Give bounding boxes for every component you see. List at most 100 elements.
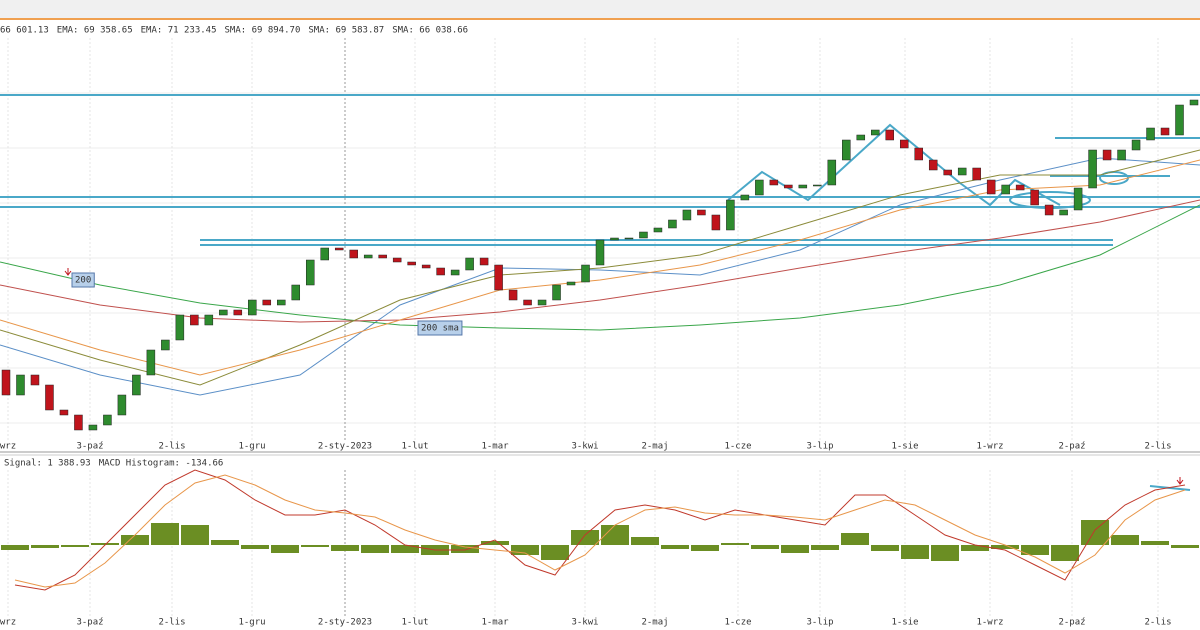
candle xyxy=(88,424,98,431)
histogram-bar xyxy=(901,545,929,559)
candle xyxy=(291,284,301,301)
candle xyxy=(1131,139,1141,151)
x-tick-label: 1-lut xyxy=(401,618,428,628)
x-tick-label: 1-mar xyxy=(481,618,509,628)
candle xyxy=(1102,149,1112,161)
candle xyxy=(132,374,141,396)
candle xyxy=(508,289,518,301)
candle xyxy=(871,129,880,136)
candle xyxy=(262,299,272,306)
histogram-bar xyxy=(1021,545,1049,555)
x-tick-label: wrz xyxy=(0,442,16,452)
x-tick-label: 1-wrz xyxy=(976,442,1003,452)
histogram-bar xyxy=(1081,520,1109,545)
annotation-box xyxy=(417,320,463,336)
moving-average xyxy=(0,204,1200,331)
candle xyxy=(1117,149,1126,161)
candle xyxy=(537,299,547,306)
candle xyxy=(407,261,416,266)
histogram-bar xyxy=(91,543,119,545)
candle xyxy=(697,209,706,216)
x-tick-label: 3-lip xyxy=(806,618,833,628)
candle xyxy=(175,314,185,341)
candle xyxy=(726,199,735,231)
candle xyxy=(639,231,648,239)
x-tick-label: 1-mar xyxy=(481,442,509,452)
histogram-bar xyxy=(271,545,299,553)
x-tick-label: 1-lut xyxy=(401,442,428,452)
legend-entry: EMA: 71 233.45 xyxy=(141,26,217,36)
histogram-bar xyxy=(511,545,539,555)
x-tick-label: 1-wrz xyxy=(976,618,1003,628)
candle xyxy=(219,309,228,316)
candle xyxy=(1,369,11,396)
x-tick-label: wrz xyxy=(0,618,16,628)
x-tick-label: 2-lis xyxy=(158,442,185,452)
histogram-bar xyxy=(1111,535,1139,545)
histogram-bar xyxy=(991,545,1019,549)
x-tick-label: 2-paź xyxy=(1058,618,1085,628)
x-tick-label: 3-kwi xyxy=(571,618,598,628)
candle xyxy=(1189,99,1199,106)
candle xyxy=(566,281,576,286)
histogram-bar xyxy=(1,545,29,550)
legend-entry: SMA: 69 583.87 xyxy=(308,26,384,36)
legend-entry: EMA: 69 358.65 xyxy=(57,26,133,36)
candle xyxy=(378,254,387,259)
histogram-bar xyxy=(121,535,149,545)
legend-entry: Signal: 1 388.93 xyxy=(4,459,91,469)
legend-entry: SMA: 69 894.70 xyxy=(225,26,301,36)
candle xyxy=(827,159,837,186)
candle xyxy=(668,219,677,229)
candle xyxy=(784,184,793,189)
candle xyxy=(523,299,532,306)
histogram-bar xyxy=(961,545,989,551)
candle xyxy=(1044,204,1054,216)
candle xyxy=(1146,127,1155,141)
histogram-bar xyxy=(601,525,629,545)
x-tick-label: 2-lis xyxy=(1144,618,1171,628)
x-tick-label: 3-paź xyxy=(76,618,103,628)
candle xyxy=(190,314,199,326)
candle xyxy=(899,139,909,149)
histogram-bar xyxy=(301,545,329,547)
histogram-bar xyxy=(451,545,479,553)
candle xyxy=(552,284,561,301)
candle xyxy=(928,159,938,171)
x-tick-label: 1-cze xyxy=(724,442,751,452)
histogram-bar xyxy=(181,525,209,545)
macd-line xyxy=(14,469,1186,591)
histogram-bar xyxy=(751,545,779,549)
candle xyxy=(277,299,286,306)
histogram-bar xyxy=(241,545,269,549)
annotation: 200 xyxy=(75,276,91,286)
annotation-box xyxy=(71,272,95,288)
histogram-bar xyxy=(781,545,809,553)
histogram-bar xyxy=(841,533,869,545)
candle xyxy=(74,414,83,431)
candle xyxy=(479,257,489,266)
candle xyxy=(1015,184,1025,191)
candle xyxy=(943,169,952,176)
histogram-bar xyxy=(661,545,689,549)
candle xyxy=(349,249,358,259)
candle xyxy=(957,167,967,176)
x-tick-label: 3-lip xyxy=(806,442,833,452)
candle xyxy=(986,179,996,195)
candle xyxy=(595,239,605,266)
x-tick-label: 3-kwi xyxy=(571,442,598,452)
candle xyxy=(421,264,431,269)
candle xyxy=(465,257,474,271)
candle xyxy=(740,194,750,201)
x-tick-label: 2-lis xyxy=(158,618,185,628)
candle xyxy=(436,267,445,276)
candle xyxy=(363,254,373,259)
candle xyxy=(842,139,851,161)
candle xyxy=(117,394,127,416)
legend-entry: MACD Histogram: -134.66 xyxy=(99,459,224,469)
annotation: 200 sma xyxy=(421,324,459,334)
candle xyxy=(624,237,634,240)
x-tick-label: 1-gru xyxy=(238,442,265,452)
candle xyxy=(653,227,663,233)
